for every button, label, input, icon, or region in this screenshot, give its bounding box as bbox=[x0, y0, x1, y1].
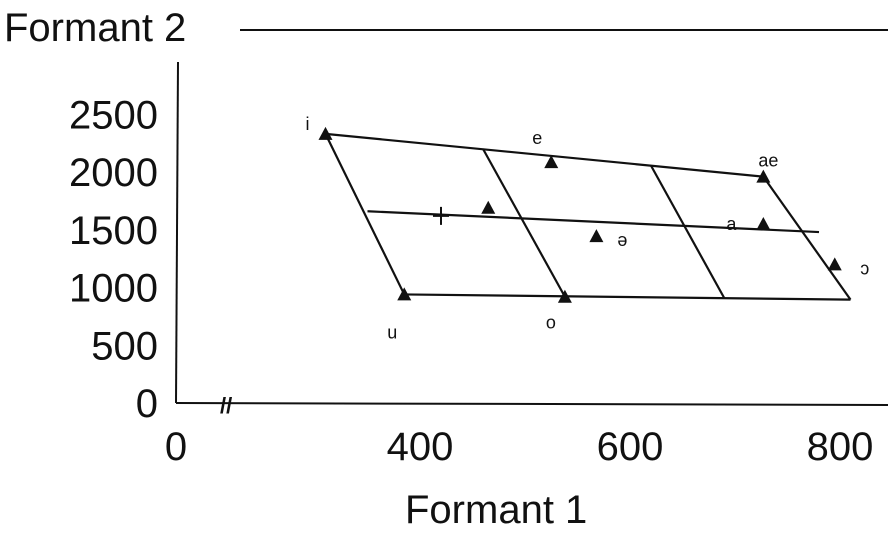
y-tick-labels: 0 500 1000 1500 2000 2500 bbox=[69, 93, 158, 426]
grid-line bbox=[762, 175, 852, 301]
vowel-marker bbox=[756, 169, 771, 183]
grid-line bbox=[482, 148, 566, 298]
vowel-marker bbox=[557, 289, 572, 303]
vowel-label: u bbox=[387, 322, 397, 342]
vowel-marker bbox=[544, 155, 559, 169]
y-tick-label: 500 bbox=[91, 324, 158, 368]
grid-line bbox=[650, 165, 726, 300]
grid-line bbox=[404, 293, 851, 301]
x-tick-label: 600 bbox=[597, 425, 664, 469]
vowel-marker bbox=[827, 257, 842, 271]
y-tick-label: 2000 bbox=[69, 151, 158, 195]
vowel-points: i e ae ə a ɔ u o bbox=[306, 114, 870, 343]
x-axis-line bbox=[175, 402, 889, 406]
grid-line bbox=[324, 133, 406, 295]
y-tick-label: 2500 bbox=[69, 93, 158, 137]
axis-break-mark: // bbox=[220, 393, 232, 418]
vowel-marker bbox=[318, 126, 333, 140]
vowel-label: ə bbox=[617, 230, 627, 250]
x-axis-title: Formant 1 bbox=[405, 488, 588, 532]
vowel-label: e bbox=[532, 128, 542, 148]
x-tick-label: 400 bbox=[387, 425, 454, 469]
vowel-marker bbox=[481, 200, 496, 214]
grid-line bbox=[367, 210, 820, 234]
vowel-marker bbox=[589, 229, 604, 243]
vowel-label: ɔ bbox=[860, 258, 869, 278]
vowel-label: o bbox=[546, 313, 556, 333]
x-tick-labels: 0 400 600 800 bbox=[165, 425, 874, 469]
y-tick-label: 1000 bbox=[69, 267, 158, 311]
grid-line bbox=[325, 132, 764, 178]
vowel-grid bbox=[324, 132, 852, 301]
vowel-label: a bbox=[726, 214, 737, 234]
vowel-marker bbox=[756, 216, 771, 230]
vowel-marker bbox=[397, 287, 412, 301]
vowel-label: i bbox=[306, 114, 310, 134]
cross-marker bbox=[433, 206, 449, 225]
y-axis-line bbox=[175, 61, 179, 404]
y-tick-label: 1500 bbox=[69, 209, 158, 253]
vowel-label: ae bbox=[758, 151, 778, 171]
y-tick-label: 0 bbox=[136, 382, 158, 426]
y-axis-title: Formant 2 bbox=[4, 6, 187, 50]
x-tick-label: 0 bbox=[165, 425, 187, 469]
x-tick-label: 800 bbox=[807, 425, 874, 469]
